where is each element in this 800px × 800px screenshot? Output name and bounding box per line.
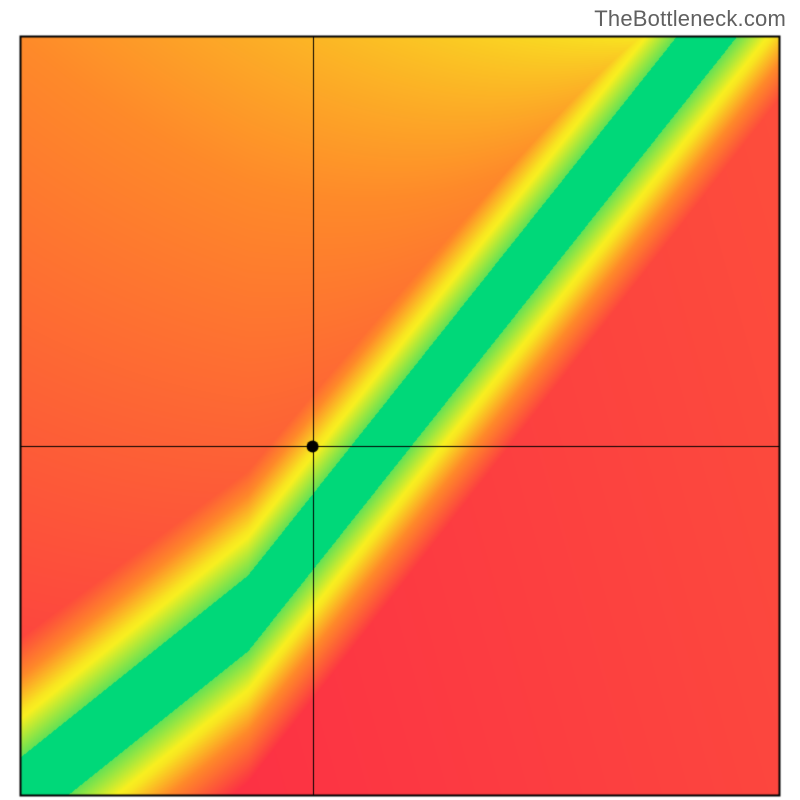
watermark-text: TheBottleneck.com: [594, 6, 786, 32]
chart-container: TheBottleneck.com: [0, 0, 800, 800]
bottleneck-heatmap: [0, 0, 800, 800]
